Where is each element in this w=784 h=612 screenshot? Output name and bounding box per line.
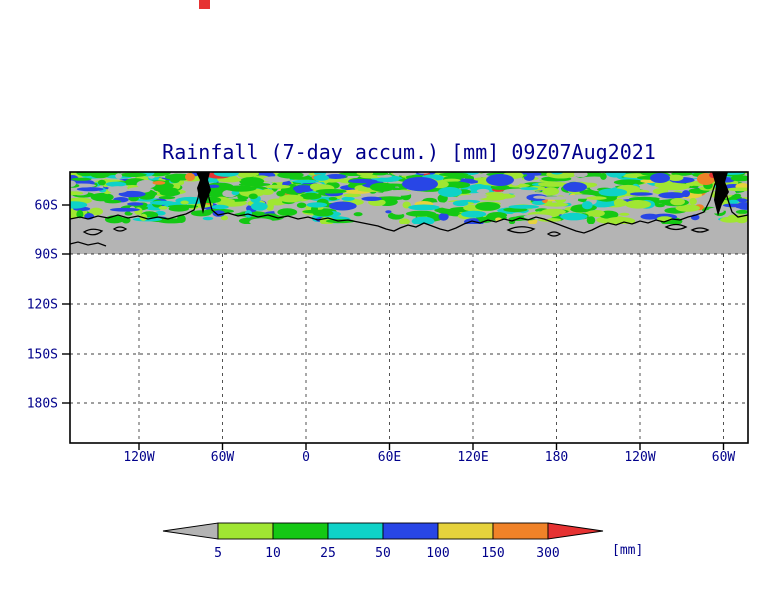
chart-title: Rainfall (7-day accum.) [mm] 09Z07Aug202…: [162, 140, 656, 164]
y-tick-label: 120S: [27, 298, 58, 313]
colorbar-head-red: [547, 522, 604, 540]
colorbar-segment: [327, 522, 384, 540]
legend-unit-label: [mm]: [612, 543, 644, 558]
x-tick-label: 60E: [378, 450, 401, 465]
red-artifact-mark: [199, 0, 210, 9]
colorbar-tail-gray: [162, 522, 219, 540]
x-tick-label: 120E: [457, 450, 488, 465]
legend-tick-label: 150: [481, 546, 504, 561]
legend-tick-label: 5: [214, 546, 222, 561]
colorbar-segment: [272, 522, 329, 540]
legend-tick-label: 100: [426, 546, 449, 561]
x-tick-label: 60W: [211, 450, 235, 465]
legend-tick-label: 50: [375, 546, 391, 561]
legend-tick-label: 300: [536, 546, 559, 561]
colorbar-segment: [382, 522, 439, 540]
antarctic-peninsula-contours: [196, 172, 729, 216]
y-tick-label: 90S: [35, 248, 58, 263]
colorbar-segment: [437, 522, 494, 540]
legend-tick-label: 10: [265, 546, 281, 561]
axis-labels: 60S 90S 120S 150S 180S 120W 60W 0 60E 120E 180 120W…: [27, 199, 736, 466]
antarctic-coastline: [69, 173, 749, 247]
x-tick-label: 120W: [624, 450, 655, 465]
axis-frame: [69, 171, 749, 444]
x-tick-label: 180: [545, 450, 568, 465]
colorbar-legend: 5 10 25 50 100 150 300: [162, 522, 604, 561]
y-tick-label: 180S: [27, 397, 58, 412]
x-tick-label: 60W: [712, 450, 736, 465]
axis-ticks: [62, 204, 725, 450]
y-tick-label: 150S: [27, 348, 58, 363]
y-tick-label: 60S: [35, 199, 58, 214]
colorbar-segment: [492, 522, 549, 540]
rainfall-field: [70, 172, 748, 224]
gridlines: [70, 253, 748, 443]
x-tick-label: 120W: [123, 450, 154, 465]
plot-area: 60S 90S 120S 150S 180S 120W 60W 0 60E 120E 180 120W…: [27, 171, 749, 466]
legend-tick-label: 25: [320, 546, 336, 561]
x-tick-label: 0: [302, 450, 310, 465]
colorbar-segment: [217, 522, 274, 540]
